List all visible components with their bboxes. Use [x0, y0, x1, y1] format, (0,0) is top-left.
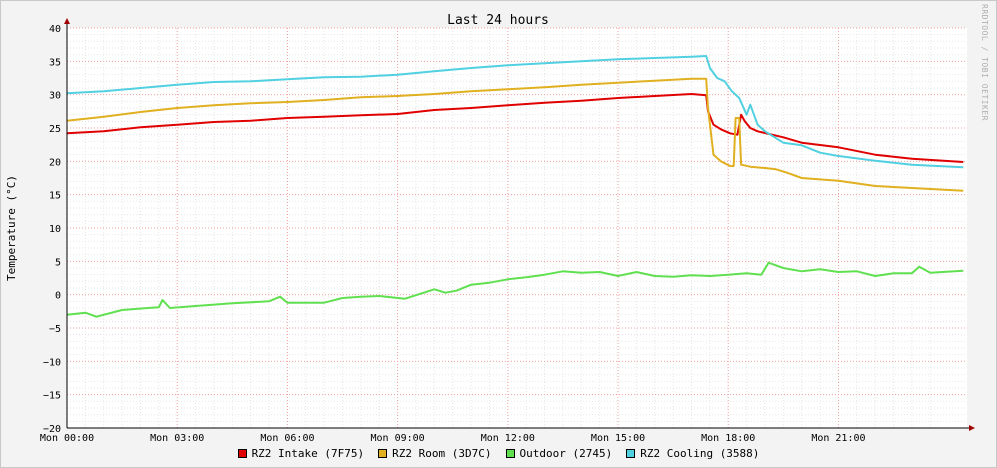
x-tick-label: Mon 09:00 — [371, 433, 425, 444]
y-tick-label: 20 — [49, 157, 61, 168]
y-axis-label: Temperature (°C) — [5, 175, 18, 281]
legend-swatch — [237, 448, 247, 458]
x-tick-label: Mon 12:00 — [481, 433, 535, 444]
legend-label: RZ2 Cooling (3588) — [640, 446, 760, 460]
legend-item: RZ2 Intake (7F75) — [237, 446, 365, 460]
y-tick-label: −15 — [43, 391, 61, 402]
y-tick-label: 5 — [55, 257, 61, 268]
legend-swatch — [626, 448, 636, 458]
series-lines — [66, 55, 964, 318]
chart-title: Last 24 hours — [447, 13, 549, 28]
legend-swatch — [378, 448, 388, 458]
y-tick-label: 15 — [49, 191, 61, 202]
legend-label: Outdoor (2745) — [519, 446, 613, 460]
y-tick-label: 25 — [49, 124, 61, 135]
x-tick-label: Mon 21:00 — [811, 433, 865, 444]
chart-legend: RZ2 Intake (7F75) RZ2 Room (3D7C) Outdoor … — [0, 445, 997, 461]
x-tick-label: Mon 18:00 — [701, 433, 755, 444]
y-axis-tick-labels: −20 −15 −10 −5 0 5 10 15 20 25 30 35 40 — [43, 24, 61, 435]
x-tick-label: Mon 00:00 — [40, 433, 94, 444]
x-axis-tick-labels: Mon 00:00 Mon 03:00 Mon 06:00 Mon 09:00 Mon … — [40, 433, 866, 444]
x-tick-label: Mon 06:00 — [260, 433, 314, 444]
y-tick-label: 35 — [49, 57, 61, 68]
legend-item: Outdoor (2745) — [505, 446, 613, 460]
y-tick-label: 10 — [49, 224, 61, 235]
legend-item: RZ2 Cooling (3588) — [626, 447, 759, 460]
series-line-1 — [66, 77, 964, 192]
major-grid — [66, 27, 967, 429]
x-axis-arrow-icon — [969, 425, 975, 431]
series-line-2 — [66, 261, 964, 318]
legend-label: RZ2 Room (3D7C) — [392, 446, 492, 460]
series-line-3 — [66, 55, 964, 169]
x-tick-label: Mon 15:00 — [591, 433, 645, 444]
y-tick-label: −20 — [43, 424, 61, 435]
y-tick-label: 30 — [49, 91, 61, 102]
y-tick-label: 40 — [49, 24, 61, 35]
legend-label: RZ2 Intake (7F75) — [251, 446, 365, 460]
y-axis-arrow-icon — [64, 18, 70, 24]
y-tick-label: 0 — [55, 291, 61, 302]
axes — [64, 18, 975, 431]
legend-item: RZ2 Room (3D7C) — [378, 446, 492, 460]
x-tick-label: Mon 03:00 — [150, 433, 204, 444]
y-tick-label: −5 — [49, 324, 61, 335]
y-tick-label: −10 — [43, 357, 61, 368]
rrdtool-watermark: RRDTOOL / TOBI OETIKER — [980, 4, 989, 121]
legend-swatch — [505, 448, 515, 458]
